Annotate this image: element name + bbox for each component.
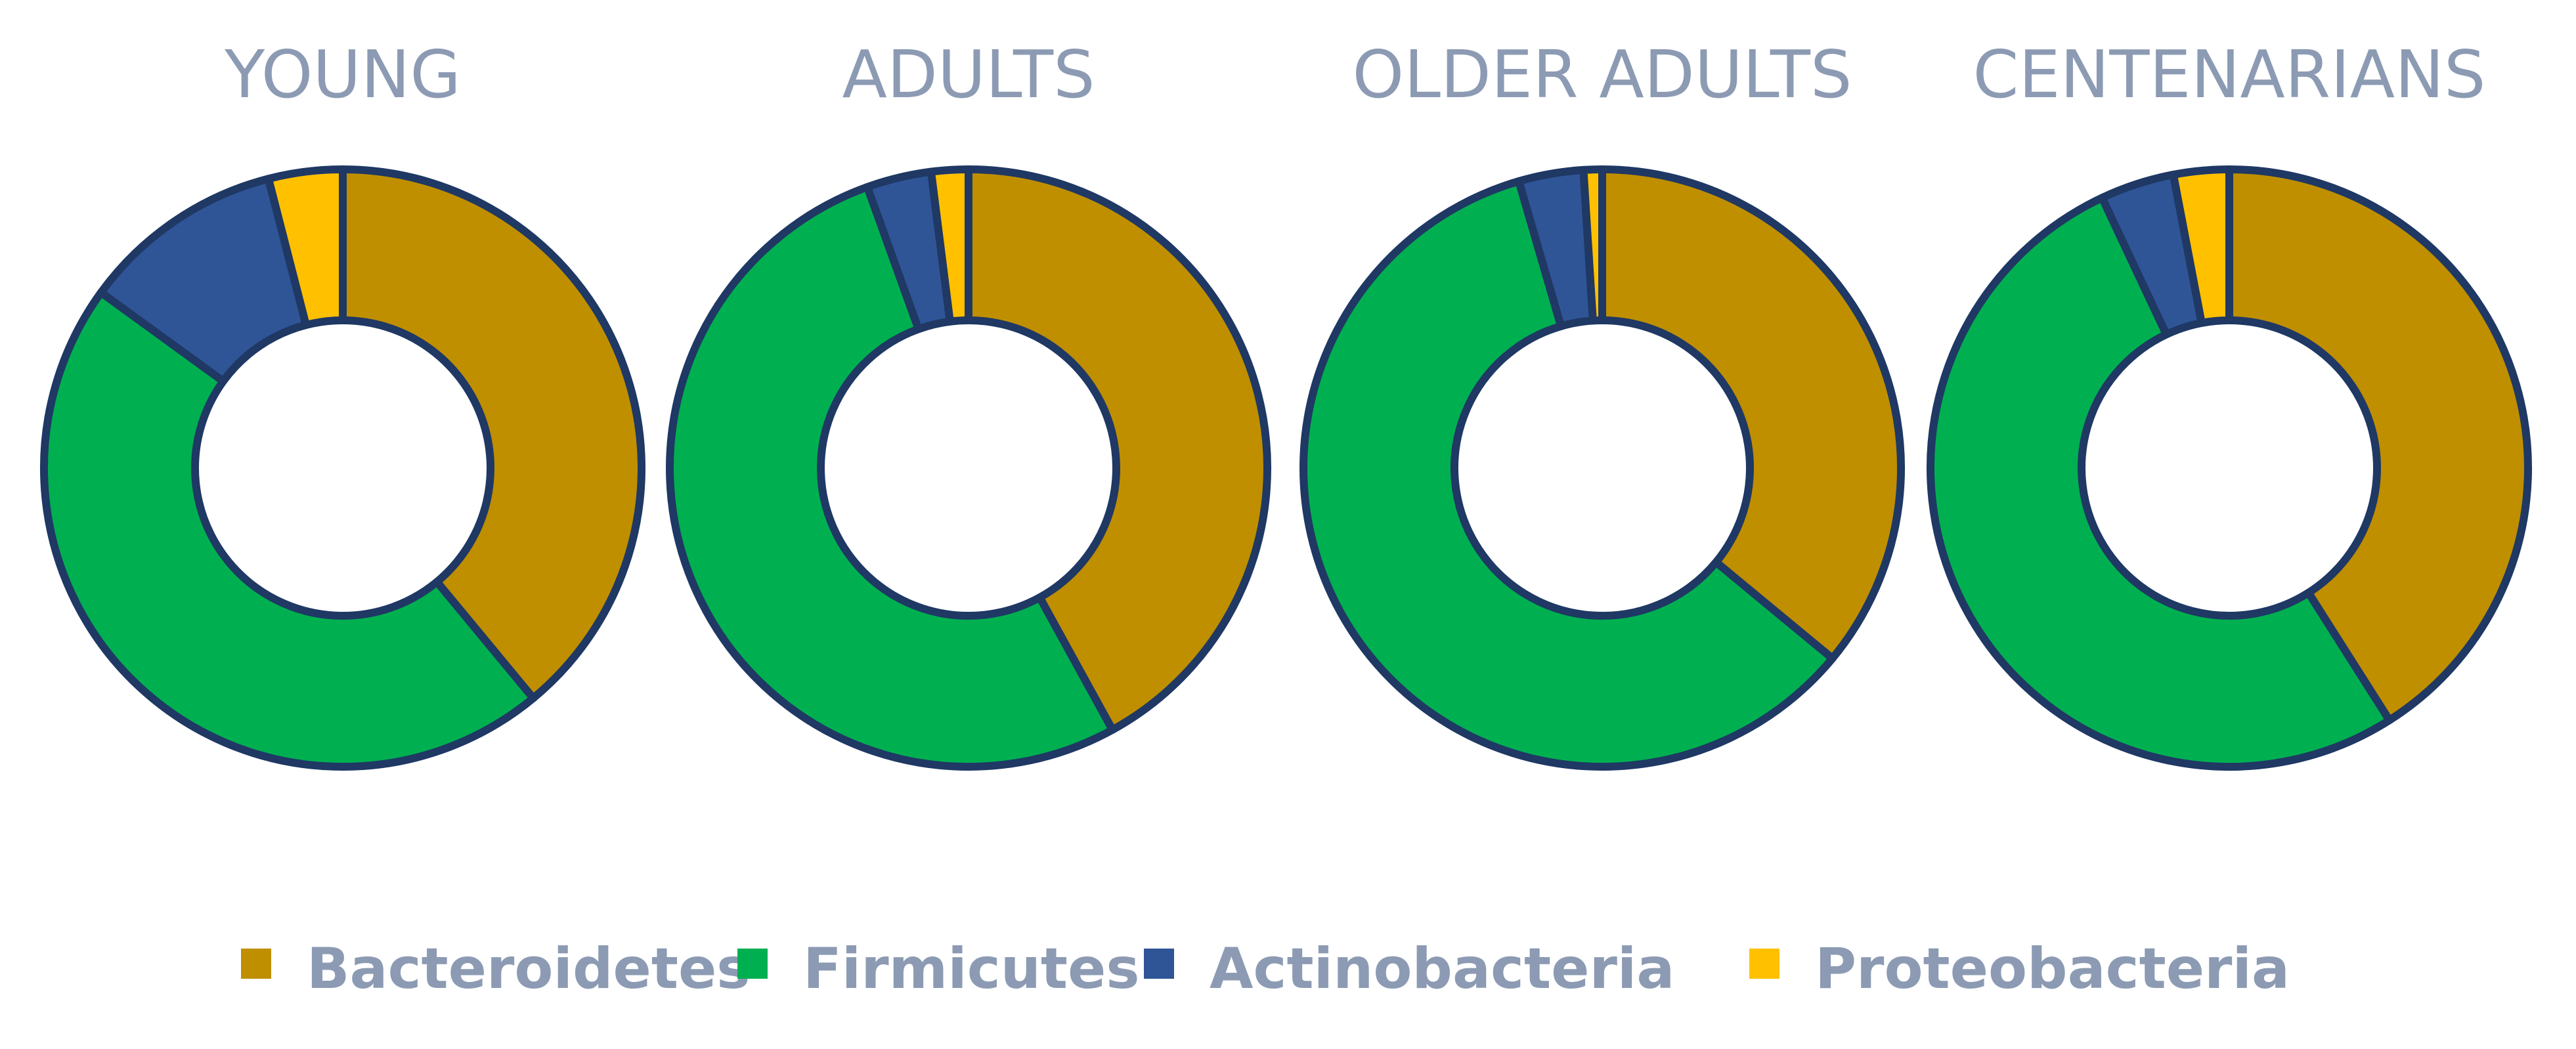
- legend-label-bacteroidetes: Bacteroidetes: [307, 936, 751, 1002]
- chart-title: CENTENARIANS: [1973, 36, 2486, 113]
- legend-label-proteobacteria: Proteobacteria: [1815, 936, 2290, 1002]
- donut-adults: ADULTS: [666, 36, 1271, 771]
- slice-bacteroidetes: [2225, 165, 2532, 725]
- slice-bacteroidetes: [1598, 165, 1905, 663]
- slice-firmicutes: [1927, 194, 2393, 771]
- slice-bacteroidetes: [965, 165, 1271, 734]
- chart-title: ADULTS: [842, 36, 1095, 113]
- legend-swatch-firmicutes: [737, 949, 768, 979]
- chart-title: OLDER ADULTS: [1353, 36, 1852, 113]
- legend-label-firmicutes: Firmicutes: [803, 936, 1140, 1002]
- legend-swatch-actinobacteria: [1144, 949, 1174, 979]
- slice-proteobacteria: [1579, 165, 1606, 325]
- slice-actinobacteria: [97, 175, 311, 385]
- slice-bacteroidetes: [339, 165, 645, 702]
- donut-older-adults: OLDER ADULTS: [1299, 36, 1905, 771]
- slice-proteobacteria: [927, 165, 972, 326]
- legend-swatch-proteobacteria: [1749, 949, 1779, 979]
- donut-young: YOUNG: [40, 36, 645, 771]
- slice-proteobacteria: [2169, 165, 2233, 327]
- chart-title: YOUNG: [224, 36, 461, 113]
- slice-firmicutes: [1299, 177, 1837, 771]
- slice-firmicutes: [40, 288, 538, 771]
- legend: Bacteroidetes Firmicutes Actinobacteria Pro…: [241, 936, 2290, 1002]
- slice-firmicutes: [666, 182, 1117, 771]
- legend-swatch-bacteroidetes: [241, 949, 271, 979]
- legend-label-actinobacteria: Actinobacteria: [1210, 936, 1674, 1002]
- donut-centenarians: CENTENARIANS: [1927, 36, 2532, 771]
- slice-proteobacteria: [264, 165, 347, 330]
